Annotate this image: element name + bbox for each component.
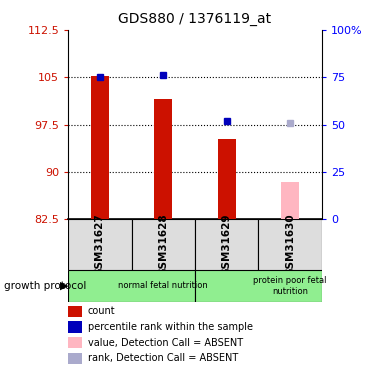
Text: GSM31628: GSM31628 — [158, 213, 168, 276]
Bar — [258, 219, 322, 270]
Bar — [91, 76, 109, 219]
Text: percentile rank within the sample: percentile rank within the sample — [88, 322, 253, 332]
Text: GSM31630: GSM31630 — [285, 213, 295, 276]
Text: ▶: ▶ — [60, 281, 69, 291]
Text: GSM31629: GSM31629 — [222, 213, 232, 276]
Text: count: count — [88, 306, 115, 316]
Text: value, Detection Call = ABSENT: value, Detection Call = ABSENT — [88, 338, 243, 348]
Text: protein poor fetal
nutrition: protein poor fetal nutrition — [254, 276, 327, 296]
Bar — [68, 219, 132, 270]
Bar — [281, 182, 299, 219]
Bar — [195, 219, 258, 270]
Text: normal fetal nutrition: normal fetal nutrition — [119, 281, 208, 290]
Bar — [195, 270, 322, 302]
Bar — [218, 139, 236, 219]
Text: rank, Detection Call = ABSENT: rank, Detection Call = ABSENT — [88, 354, 238, 363]
Text: growth protocol: growth protocol — [4, 281, 86, 291]
Title: GDS880 / 1376119_at: GDS880 / 1376119_at — [119, 12, 271, 26]
Bar — [68, 270, 195, 302]
Bar — [132, 219, 195, 270]
Text: GSM31627: GSM31627 — [95, 213, 105, 276]
Bar — [154, 99, 172, 219]
